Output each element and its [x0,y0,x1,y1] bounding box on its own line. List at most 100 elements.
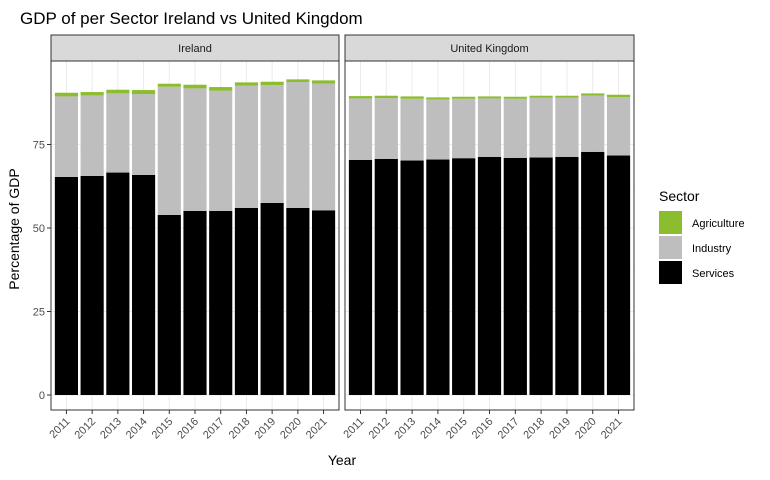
y-tick-label: 75 [33,140,45,152]
bar-services-2019 [260,202,284,395]
x-axis-ticks: 2011 2012 2013 2014 2015 2016 2017 2018 2019 2020… [47,410,330,442]
bar-agriculture-2013 [106,89,130,94]
bar-industry-2016 [477,98,502,157]
bar-services-2012 [80,175,104,395]
x-tick-label: 2020 [573,416,599,442]
x-tick-label: 2011 [341,416,366,441]
bar-agriculture-2021 [312,80,336,84]
bar-services-2013 [400,160,424,395]
bar-agriculture-2014 [426,97,450,100]
bar-agriculture-2012 [374,95,398,99]
bar-agriculture-2015 [157,83,181,87]
legend: Sector Agriculture Industry Services [659,188,745,284]
chart-title: GDP of per Sector Ireland vs United King… [20,9,363,28]
legend-key-services [659,261,682,284]
bar-industry-2012 [80,95,104,176]
x-tick-label: 2018 [227,416,253,442]
bar-services-2019 [555,156,579,395]
bar-industry-2020 [581,95,605,152]
bar-services-2018 [529,157,553,395]
bar-industry-2017 [503,98,527,158]
x-tick-label: 2021 [304,416,330,442]
bar-industry-2019 [260,85,284,203]
bar-industry-2015 [452,98,476,159]
bar-industry-2020 [286,82,310,208]
x-tick-label: 2013 [392,416,418,442]
x-tick-label: 2014 [418,416,444,442]
bar-services-2014 [426,159,450,395]
x-tick-label: 2015 [150,416,176,442]
bar-agriculture-2012 [80,92,104,96]
bar-industry-2013 [400,98,424,161]
legend-title: Sector [659,188,700,204]
bar-industry-2019 [555,97,579,157]
y-tick-label: 25 [33,307,45,319]
facet-strip-label: United Kingdom [450,43,528,55]
bar-agriculture-2020 [286,79,310,83]
bars [54,79,336,395]
bar-services-2015 [157,214,181,395]
x-tick-label: 2018 [521,416,547,442]
x-tick-label: 2017 [201,416,227,442]
bar-industry-2018 [234,85,258,208]
bar-services-2012 [374,158,398,395]
bar-agriculture-2016 [183,84,207,89]
bar-agriculture-2018 [529,95,553,98]
bar-agriculture-2019 [260,81,284,86]
y-tick-label: 50 [33,223,45,235]
y-tick-label: 0 [39,390,45,402]
legend-item-agriculture: Agriculture [659,211,745,234]
y-axis-title: Percentage of GDP [6,168,22,289]
bar-services-2020 [581,151,605,395]
bar-services-2017 [209,210,233,395]
bar-services-2017 [503,157,527,395]
bar-industry-2013 [106,93,130,173]
bar-agriculture-2021 [606,94,631,98]
x-tick-label: 2012 [367,416,393,442]
bar-services-2015 [452,158,476,395]
bar-agriculture-2019 [555,95,579,98]
bar-agriculture-2011 [348,96,373,99]
bar-industry-2017 [209,90,233,211]
x-tick-label: 2016 [470,416,496,442]
bar-agriculture-2013 [400,96,424,99]
legend-key-industry [659,236,682,259]
bar-services-2011 [54,176,78,395]
facet-panel-united-kingdom: United Kingdom 2011 2012 2013 2014 2015 2016 20… [341,34,635,442]
bar-agriculture-2017 [209,87,233,91]
bar-industry-2015 [157,86,181,215]
bar-services-2011 [348,159,373,395]
bar-industry-2011 [348,98,373,160]
bars [348,93,631,395]
x-tick-label: 2012 [72,416,98,442]
x-tick-label: 2011 [47,416,72,441]
facet-strip-label: Ireland [178,43,212,55]
x-tick-label: 2013 [98,416,124,442]
bar-agriculture-2011 [54,92,78,97]
bar-industry-2021 [312,83,336,211]
bar-agriculture-2018 [234,82,258,86]
legend-item-services: Services [659,261,735,284]
bar-industry-2011 [54,96,78,177]
bar-agriculture-2014 [132,90,156,95]
x-axis-title: Year [328,452,357,468]
bar-industry-2016 [183,88,207,211]
legend-item-industry: Industry [659,236,732,259]
bar-services-2016 [477,156,502,395]
legend-keys: Agriculture Industry Services [659,211,745,284]
x-tick-label: 2016 [175,416,201,442]
bar-industry-2012 [374,98,398,159]
bar-agriculture-2020 [581,93,605,96]
bar-services-2021 [606,155,631,395]
bar-services-2016 [183,210,207,395]
x-tick-label: 2021 [599,416,625,442]
x-tick-label: 2020 [278,416,304,442]
legend-label-industry: Industry [692,243,732,255]
bar-industry-2014 [426,99,450,160]
x-tick-label: 2015 [444,416,470,442]
bar-agriculture-2016 [477,96,502,99]
x-tick-label: 2019 [547,416,573,442]
